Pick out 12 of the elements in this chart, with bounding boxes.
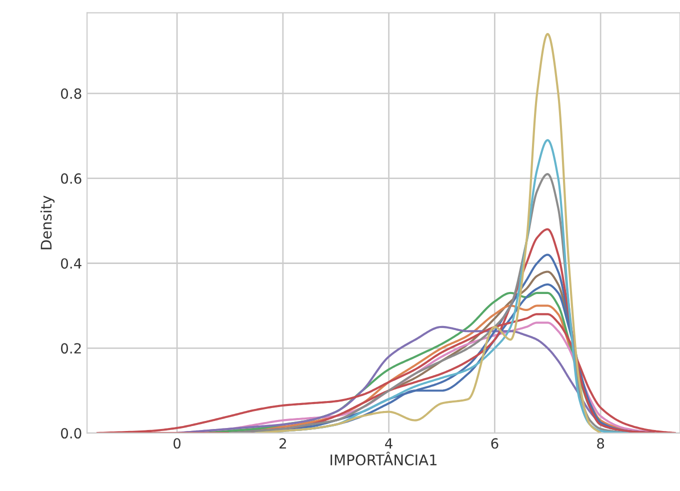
- y-tick-label: 0.2: [61, 343, 81, 354]
- x-tick-label: 4: [385, 438, 392, 448]
- x-tick-label: 6: [491, 438, 498, 449]
- y-tick-label: 0.6: [61, 173, 82, 184]
- x-tick-label: 0: [174, 438, 181, 449]
- y-tick-label: 0.8: [61, 88, 82, 99]
- y-axis-title: Density: [40, 196, 55, 250]
- x-tick-label: 8: [597, 438, 604, 449]
- x-axis-title: IMPORTÂNCIA1: [330, 452, 436, 466]
- x-tick-label: 2: [280, 438, 286, 448]
- y-tick-label: 0.0: [61, 428, 82, 439]
- y-tick-label: 0.4: [61, 258, 82, 269]
